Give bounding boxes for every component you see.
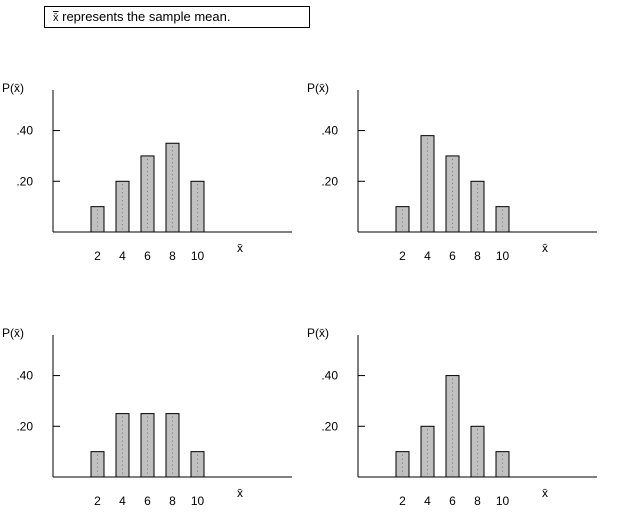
bar: [421, 136, 434, 232]
y-axis-label: P(x̄): [2, 326, 24, 340]
x-tick-label: 4: [424, 249, 431, 263]
x-tick-label: 10: [496, 249, 510, 263]
x-tick-label: 6: [144, 494, 151, 508]
chart-top-left: P(x̄) .20 .40 2 4 6 8 10 x̄: [0, 80, 300, 270]
x-tick-label: 10: [191, 249, 205, 263]
y-tick-label: .40: [16, 124, 33, 138]
y-tick-label: .20: [16, 174, 33, 188]
y-tick-label: .20: [16, 419, 33, 433]
x-tick-label: 8: [169, 494, 176, 508]
x-tick-label: 10: [191, 494, 205, 508]
y-tick-label: .20: [321, 174, 338, 188]
x-axis-label: x̄: [542, 486, 548, 500]
x-tick-label: 6: [449, 249, 456, 263]
legend-note-text: represents the sample mean.: [59, 9, 231, 24]
y-tick-label: .20: [321, 419, 338, 433]
x-tick-label: 4: [424, 494, 431, 508]
y-tick-label: .40: [321, 124, 338, 138]
y-axis-label: P(x̄): [2, 81, 24, 95]
x-tick-label: 6: [449, 494, 456, 508]
x-tick-label: 8: [474, 249, 481, 263]
x-tick-label: 2: [399, 494, 406, 508]
legend-note: x̄ represents the sample mean.: [44, 6, 310, 28]
y-axis-label: P(x̄): [307, 326, 329, 340]
x-tick-label: 8: [169, 249, 176, 263]
x-axis-label: x̄: [237, 486, 243, 500]
x-tick-label: 10: [496, 494, 510, 508]
x-tick-label: 6: [144, 249, 151, 263]
y-tick-label: .40: [16, 369, 33, 383]
chart-top-right: P(x̄) .20 .40 2 4 6 8 10 x̄: [305, 80, 605, 270]
y-axis-label: P(x̄): [307, 81, 329, 95]
x-axis-label: x̄: [237, 241, 243, 255]
x-tick-label: 4: [119, 494, 126, 508]
x-tick-label: 2: [399, 249, 406, 263]
chart-bottom-right: P(x̄) .20 .40 2 4 6 8 10 x̄: [305, 325, 605, 515]
x-tick-label: 4: [119, 249, 126, 263]
y-tick-label: .40: [321, 369, 338, 383]
x-tick-label: 8: [474, 494, 481, 508]
chart-bottom-left: P(x̄) .20 .40 2 4 6 8 10 x̄: [0, 325, 300, 515]
x-axis-label: x̄: [542, 241, 548, 255]
x-tick-label: 2: [94, 249, 101, 263]
x-tick-label: 2: [94, 494, 101, 508]
